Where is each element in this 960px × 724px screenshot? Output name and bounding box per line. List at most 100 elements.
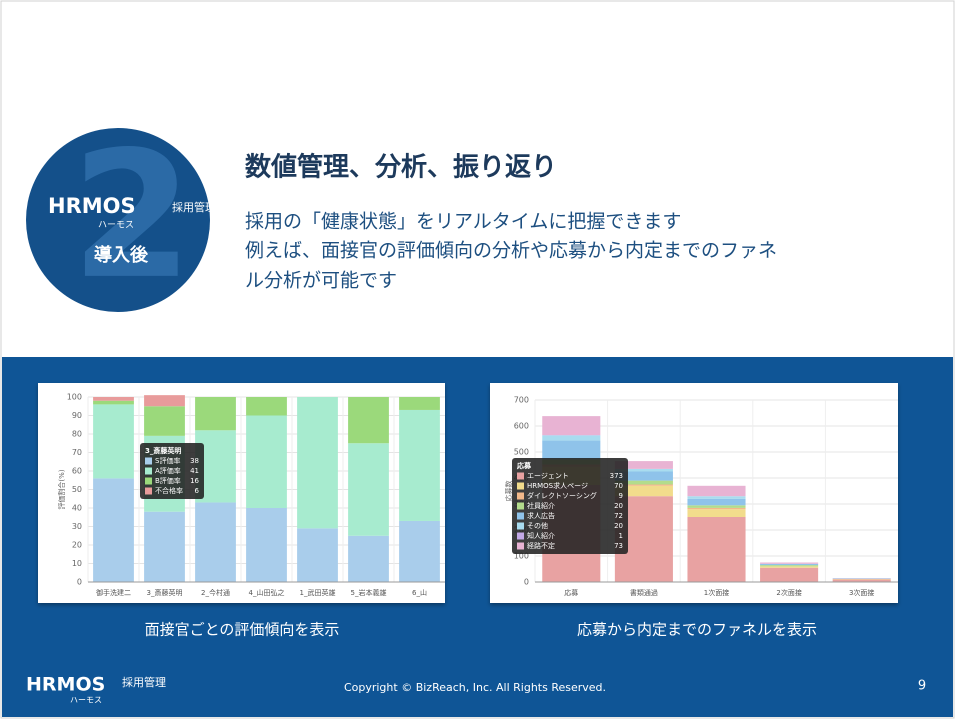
- tooltip-value: 38: [190, 457, 199, 465]
- y-tick-label: 0: [524, 578, 529, 587]
- bar-segment: [832, 578, 891, 580]
- x-tick-label: 4_山田弘之: [249, 588, 285, 597]
- x-tick-label: 1次面接: [704, 588, 729, 597]
- body-line: 例えば、面接官の評価傾向の分析や応募から内定までのファネ: [245, 240, 777, 262]
- tooltip-swatch: [517, 472, 524, 480]
- bar-segment: [687, 505, 746, 508]
- bar-segment: [195, 397, 236, 431]
- x-tick-label: 6_山: [412, 589, 427, 597]
- badge-label: 導入後: [94, 244, 149, 266]
- y-tick-label: 100: [67, 393, 82, 402]
- body-line: ル分析が可能です: [245, 270, 397, 292]
- bar-segment: [246, 415, 287, 508]
- bar-segment: [687, 507, 746, 510]
- badge-circle: [26, 128, 210, 312]
- bar-segment: [542, 440, 601, 460]
- footer-logo: HRMOS: [26, 674, 105, 696]
- x-tick-label: 5_岩本義雄: [351, 588, 387, 597]
- x-tick-label: 1_武田英雄: [300, 588, 336, 597]
- bar-segment: [687, 496, 746, 499]
- y-tick-label: 100: [514, 552, 529, 561]
- chart: 0 10 20 30 40 50 60 70 80 90 100 評価割合(%) 御手洗建二 3_斎藤英明…: [57, 393, 445, 597]
- tooltip-name: エージェント: [527, 472, 569, 480]
- badge-product: 採用管理: [172, 200, 216, 214]
- bar-segment: [687, 517, 746, 582]
- tooltip-name: その他: [527, 521, 548, 530]
- bar-segment: [93, 397, 134, 401]
- caption: 応募から内定までのファネルを表示: [577, 621, 817, 639]
- bar-segment: [760, 566, 819, 568]
- bar-segment: [93, 400, 134, 405]
- tooltip-swatch: [517, 542, 524, 550]
- bar-segment: [246, 508, 287, 582]
- tooltip-swatch: [145, 477, 152, 485]
- y-axis-label: 評価割合(%): [57, 469, 66, 509]
- body-line: 採用の「健康状態」をリアルタイムに把握できます: [245, 211, 681, 233]
- y-tick-label: 60: [72, 467, 82, 476]
- x-tick-label: 3_斎藤英明: [147, 588, 183, 597]
- badge-reading: ハーモス: [98, 221, 134, 231]
- tooltip-name: 経路不定: [527, 541, 555, 550]
- bar-segment: [687, 509, 746, 517]
- bar-segment: [348, 443, 389, 536]
- tooltip-swatch: [517, 522, 524, 530]
- y-tick-label: 0: [77, 578, 82, 587]
- slide-title: 数値管理、分析、振り返り: [245, 152, 557, 183]
- bar-segment: [614, 484, 673, 486]
- bar-segment: [399, 520, 440, 582]
- bar-segment: [195, 502, 236, 582]
- tooltip-name: 知人紹介: [527, 531, 555, 540]
- bar-segment: [687, 485, 746, 497]
- caption: 面接官ごとの評価傾向を表示: [145, 621, 340, 639]
- tooltip-value: 20: [614, 522, 623, 530]
- x-tick-label: 書類通過: [630, 588, 658, 597]
- tooltip-swatch: [517, 482, 524, 490]
- tooltip-title: 3_斎藤英明: [145, 446, 181, 455]
- x-tick-label: 2次面接: [776, 588, 801, 597]
- y-tick-label: 80: [72, 430, 82, 439]
- bar-segment: [760, 565, 819, 567]
- tooltip-name: ダイレクトソーシング: [527, 491, 597, 500]
- tooltip-swatch: [145, 457, 152, 465]
- badge-logo: HRMOS: [48, 194, 136, 218]
- bar-segment: [760, 563, 819, 566]
- bar-segment: [297, 528, 338, 582]
- tooltip-swatch: [517, 492, 524, 500]
- tooltip-swatch: [517, 532, 524, 540]
- bar-segment: [832, 578, 891, 579]
- bar-segment: [760, 567, 819, 582]
- tooltip-value: 73: [614, 542, 623, 550]
- tooltip-name: 不合格率: [155, 486, 183, 495]
- bar-segment: [144, 406, 185, 436]
- tooltip-value: 70: [614, 482, 623, 490]
- tooltip-value: 6: [195, 487, 200, 495]
- bar-segment: [542, 435, 601, 441]
- bar-segment: [144, 395, 185, 407]
- y-tick-label: 500: [514, 448, 529, 457]
- tooltip-value: 1: [619, 532, 623, 540]
- page-number: 9: [918, 679, 926, 694]
- bar-segment: [93, 478, 134, 582]
- tooltip-name: S評価率: [155, 456, 180, 465]
- y-tick-label: 700: [514, 396, 529, 405]
- y-tick-label: 40: [72, 504, 82, 513]
- x-tick-label: 2_今村通: [201, 588, 230, 597]
- bar-segment: [832, 579, 891, 582]
- bar-segment: [348, 397, 389, 444]
- tooltip-name: HRMOS求人ページ: [527, 481, 588, 490]
- tooltip-name: B評価率: [155, 476, 181, 485]
- y-tick-label: 70: [72, 448, 82, 457]
- tooltip-name: 求人広告: [527, 511, 555, 520]
- y-tick-label: 90: [72, 411, 82, 420]
- y-tick-label: 600: [514, 422, 529, 431]
- chart: 0100200300400500600700応募数応募書類通過1次面接2次面接3…: [504, 396, 898, 597]
- tooltip-value: 20: [614, 502, 623, 510]
- bar-segment: [348, 535, 389, 582]
- bar-segment: [542, 416, 601, 436]
- tooltip-name: 社員紹介: [527, 501, 555, 510]
- tooltip-swatch: [145, 467, 152, 475]
- y-tick-label: 50: [72, 485, 82, 494]
- bar-segment: [93, 404, 134, 479]
- bar-segment: [760, 562, 819, 564]
